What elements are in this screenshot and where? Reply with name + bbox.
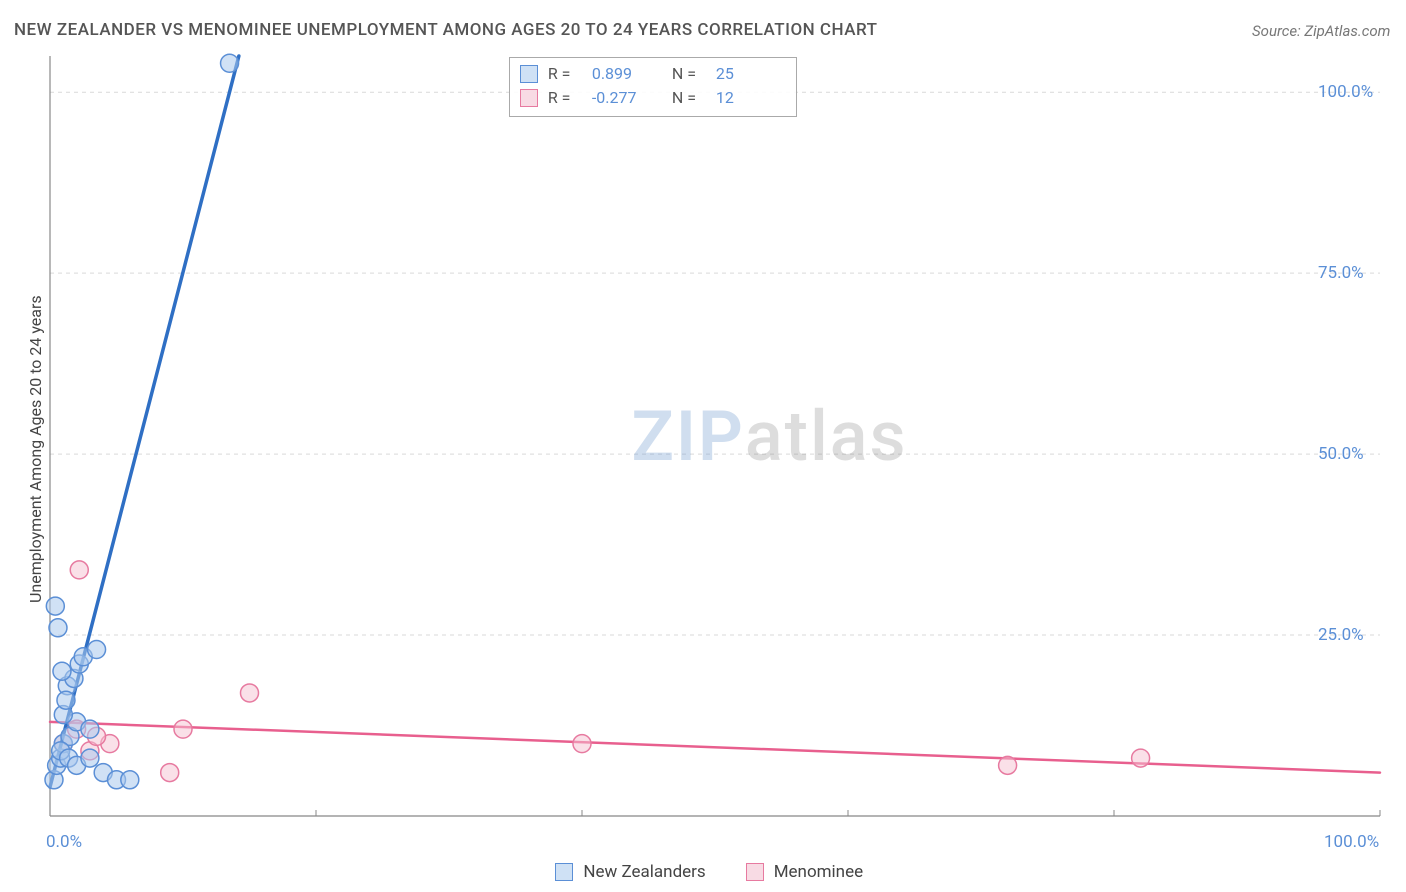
legend-stats-row-nz: R = 0.899 N = 25	[520, 62, 786, 86]
legend-swatch-nz	[555, 863, 573, 881]
legend-swatch-nz	[520, 65, 538, 83]
legend-item-nz: New Zealanders	[555, 862, 705, 882]
y-tick-label: 75.0%	[1318, 263, 1364, 283]
r-value-nz: 0.899	[592, 62, 662, 86]
plot-svg	[50, 56, 1380, 816]
y-tick-label: 100.0%	[1318, 82, 1373, 102]
legend-label-nz: New Zealanders	[583, 862, 705, 882]
legend-series: New Zealanders Menominee	[555, 862, 863, 882]
r-label: R =	[548, 62, 582, 86]
source-label: Source: ZipAtlas.com	[1252, 22, 1390, 40]
y-tick-label: 25.0%	[1318, 625, 1364, 645]
n-value-nz: 25	[716, 62, 786, 86]
x-tick-label: 100.0%	[1324, 832, 1379, 852]
legend-label-menominee: Menominee	[774, 862, 863, 882]
y-axis-label: Unemployment Among Ages 20 to 24 years	[26, 296, 45, 604]
legend-item-menominee: Menominee	[746, 862, 863, 882]
n-label: N =	[672, 86, 706, 110]
r-value-menominee: -0.277	[592, 86, 662, 110]
scatter-plot: ZIPatlas	[50, 56, 1380, 816]
legend-stats-box: R = 0.899 N = 25 R = -0.277 N = 12	[509, 57, 797, 117]
x-tick-label: 0.0%	[46, 832, 82, 852]
legend-swatch-menominee	[746, 863, 764, 881]
legend-stats-row-menominee: R = -0.277 N = 12	[520, 86, 786, 110]
y-tick-label: 50.0%	[1318, 444, 1364, 464]
n-label: N =	[672, 62, 706, 86]
n-value-menominee: 12	[716, 86, 786, 110]
r-label: R =	[548, 86, 582, 110]
chart-title: NEW ZEALANDER VS MENOMINEE UNEMPLOYMENT …	[14, 20, 878, 40]
legend-swatch-menominee	[520, 89, 538, 107]
